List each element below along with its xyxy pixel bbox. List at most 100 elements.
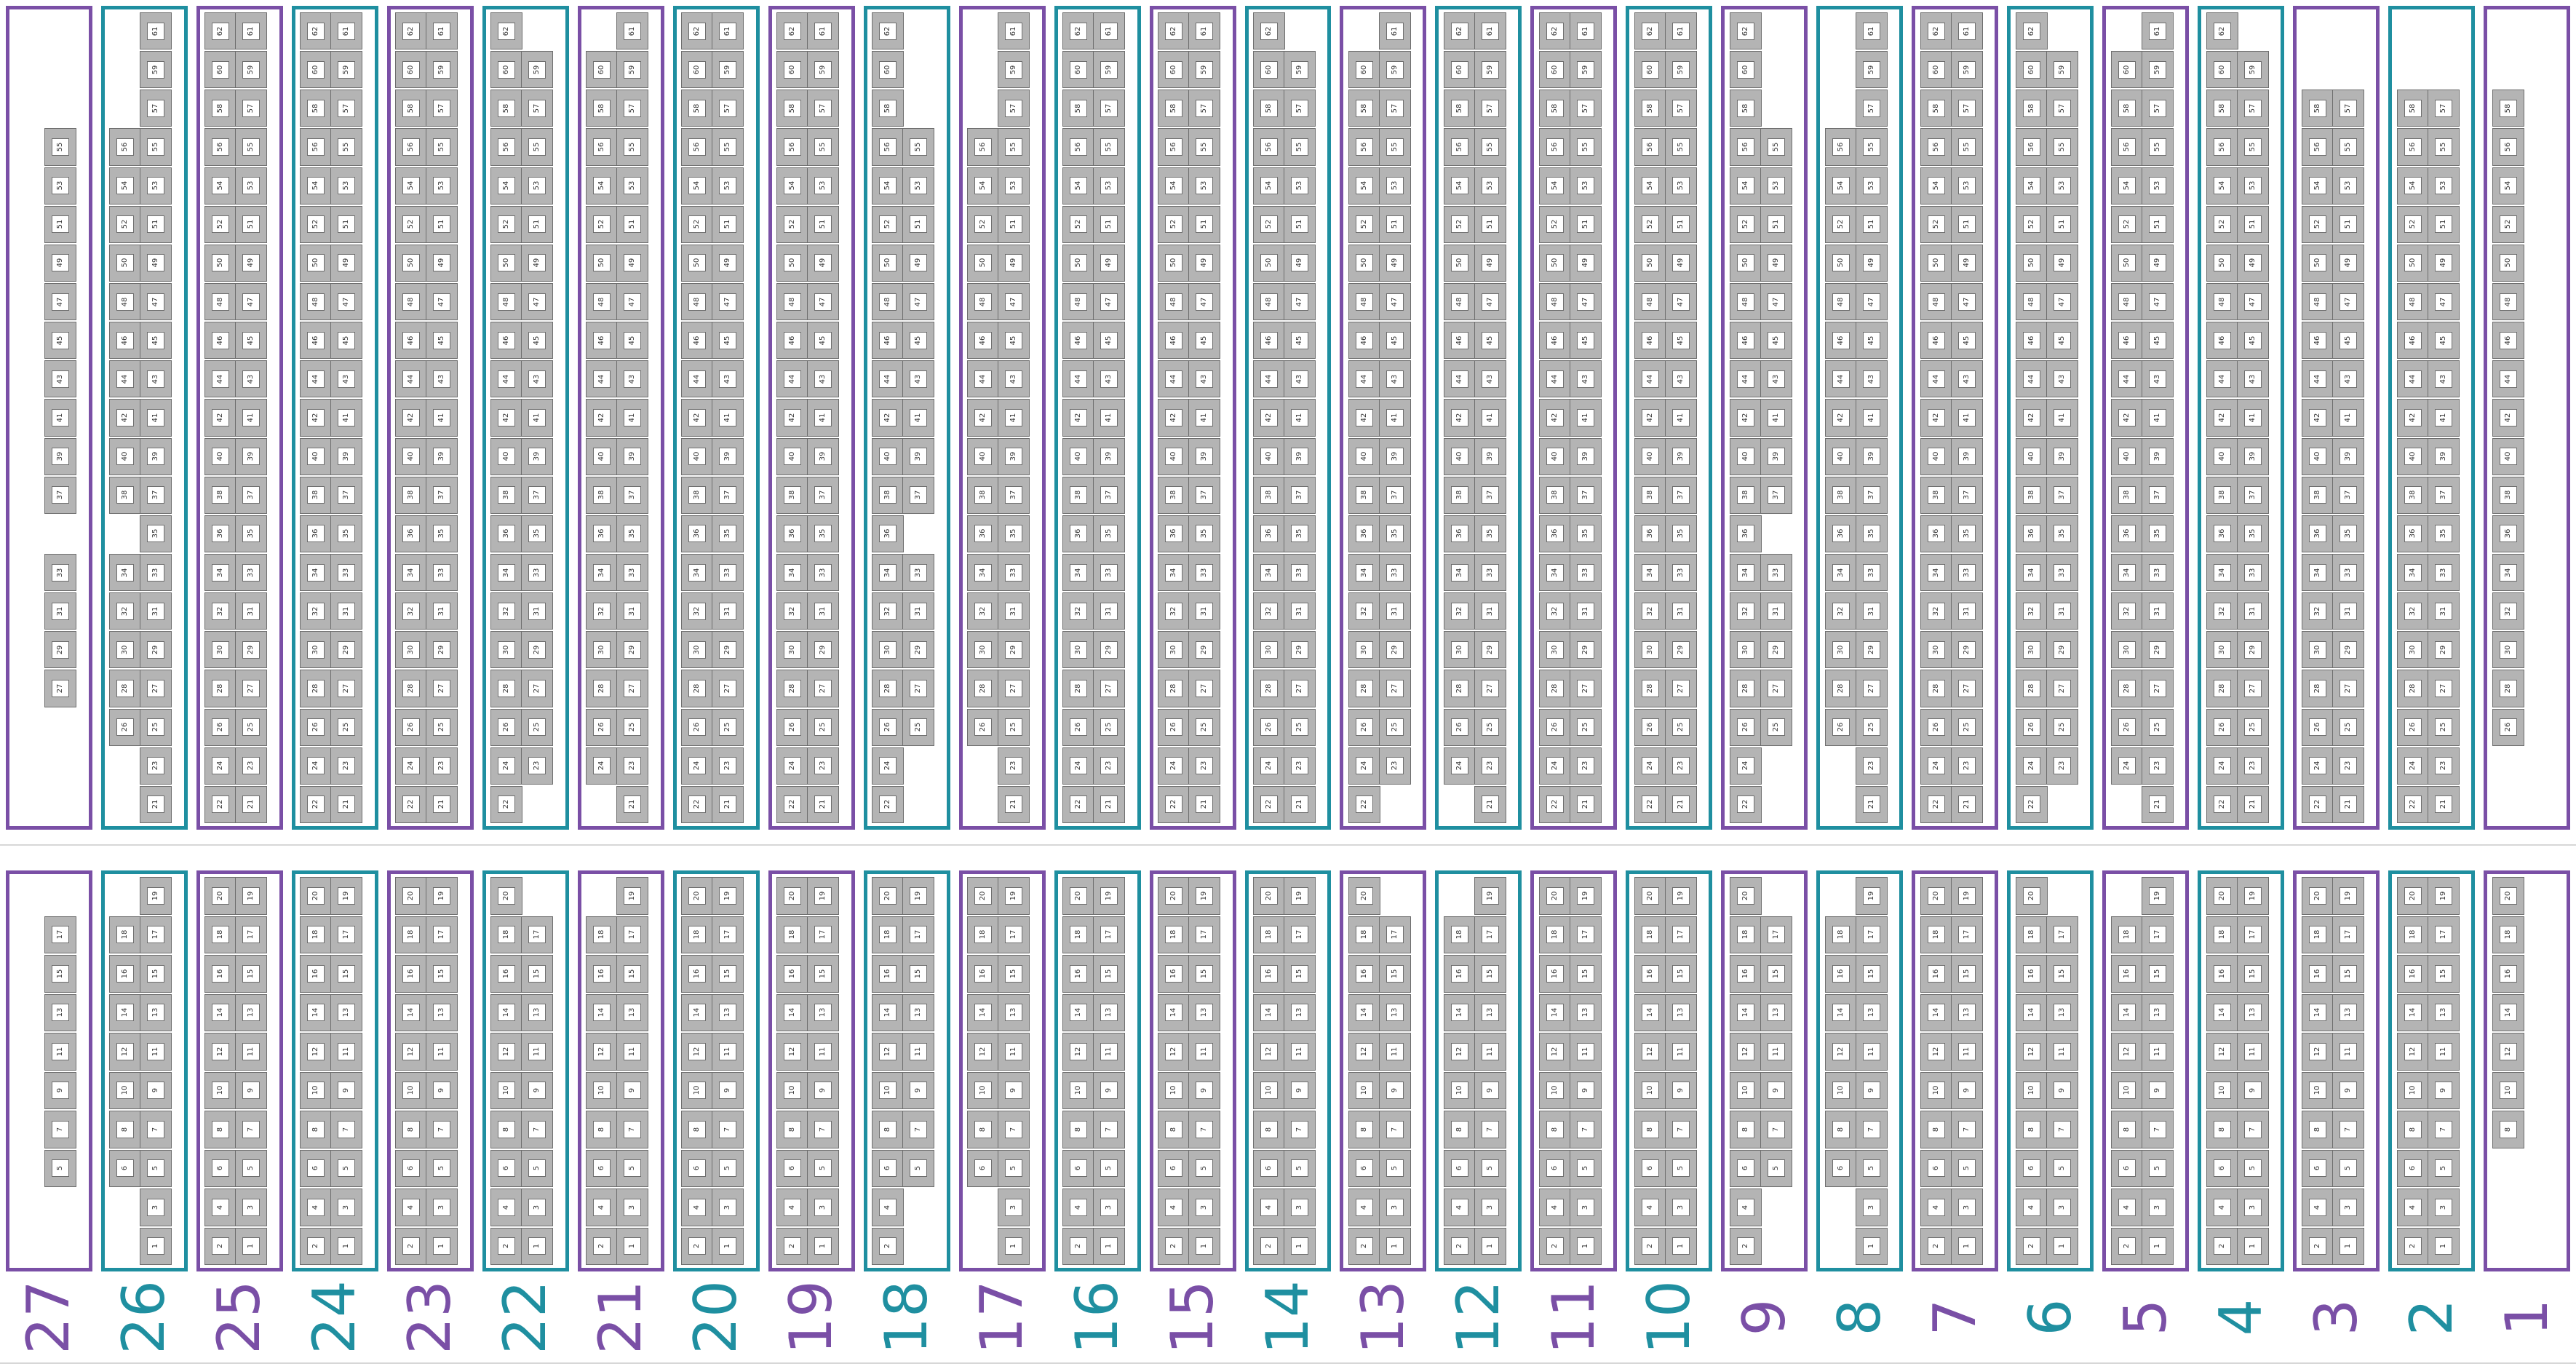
pin: 32 [1158, 592, 1190, 630]
pin: 36 [395, 515, 428, 552]
pin: 33 [998, 554, 1030, 592]
connector-number-label: 26 [110, 1280, 178, 1354]
pin: 15 [1569, 955, 1602, 993]
pin: 51 [140, 205, 172, 243]
pin: 7 [1855, 1111, 1888, 1148]
pin: 48 [1824, 283, 1857, 321]
pin: 49 [1569, 244, 1602, 282]
pin-label: 10 [593, 1082, 611, 1100]
pin-label: 21 [719, 795, 737, 814]
pin-label: 25 [910, 718, 928, 737]
pin-label: 10 [2499, 1082, 2517, 1100]
pin-label: 41 [528, 408, 546, 426]
pin-label: 30 [1070, 640, 1088, 659]
pin-label: 36 [2404, 525, 2422, 543]
pin: 31 [1664, 592, 1697, 630]
pin-label: 15 [528, 964, 546, 983]
pin: 51 [2046, 205, 2078, 243]
pin-label: 32 [116, 602, 135, 620]
connector-16-top-frame [1054, 6, 1141, 830]
pin: 49 [2236, 244, 2269, 282]
pin: 44 [490, 360, 523, 398]
pin: 28 [2396, 670, 2429, 707]
connector-number-label: 2 [2397, 1298, 2465, 1336]
pin: 5 [140, 1149, 172, 1187]
pin-label: 9 [1576, 1082, 1594, 1100]
pin-label: 33 [2148, 563, 2166, 582]
pin: 50 [1348, 244, 1380, 282]
pin: 57 [1378, 90, 1411, 127]
pin-label: 17 [338, 926, 356, 944]
pin: 42 [1062, 399, 1095, 437]
pin-label: 2 [1165, 1237, 1183, 1255]
pin-label: 50 [402, 254, 421, 272]
pin-label: 62 [1260, 22, 1278, 40]
pin: 35 [2427, 515, 2460, 552]
pin: 30 [300, 631, 333, 669]
pin-label: 51 [2434, 215, 2452, 234]
pin: 53 [235, 167, 268, 205]
pin-label: 46 [1165, 331, 1183, 349]
pin-label: 43 [1291, 370, 1308, 388]
pin-label: 32 [1165, 602, 1183, 620]
pin-label: 16 [1832, 964, 1850, 983]
pin: 54 [1634, 167, 1666, 205]
pin-label: 4 [2308, 1198, 2326, 1216]
pin: 6 [1158, 1149, 1190, 1187]
pin: 12 [1158, 1033, 1190, 1071]
pin-label: 20 [212, 886, 230, 905]
pin: 27 [1284, 670, 1316, 707]
pin: 57 [1093, 90, 1126, 127]
pin: 9 [1569, 1071, 1602, 1109]
pin: 24 [1538, 747, 1571, 785]
pin: 50 [490, 244, 523, 282]
pin: 56 [681, 128, 714, 166]
pin-label: 57 [1576, 99, 1594, 117]
pin: 41 [426, 399, 458, 437]
pin-label: 2 [1641, 1237, 1659, 1255]
pin: 33 [902, 554, 935, 592]
pin: 3 [807, 1189, 840, 1226]
pin-label: 37 [1481, 486, 1499, 504]
pin-label: 29 [1862, 640, 1880, 659]
pin: 49 [1378, 244, 1411, 282]
pin: 54 [1158, 167, 1190, 205]
pin-label: 14 [1355, 1004, 1373, 1022]
pin-label: 55 [910, 138, 928, 156]
pin-label: 37 [1005, 486, 1023, 504]
pin-label: 56 [402, 138, 421, 156]
pin: 48 [1062, 283, 1095, 321]
pin-label: 35 [1862, 525, 1880, 543]
pin-label: 55 [2339, 138, 2357, 156]
pin: 37 [2236, 476, 2269, 514]
pin-label: 58 [1355, 99, 1373, 117]
pin-label: 15 [338, 964, 356, 983]
pin-label: 3 [1100, 1198, 1118, 1216]
pin-label: 26 [1260, 718, 1278, 737]
pin-label: 47 [2434, 293, 2452, 311]
pin-label: 20 [1260, 886, 1278, 905]
pin: 10 [1538, 1071, 1571, 1109]
pin: 14 [109, 993, 142, 1031]
pin-label: 7 [814, 1120, 832, 1138]
pin-label: 40 [2499, 448, 2517, 466]
pin-label: 62 [212, 22, 230, 40]
pin-label: 20 [2404, 886, 2422, 905]
pin: 8 [681, 1111, 714, 1148]
connector-20-top-frame [672, 6, 760, 830]
pin-label: 39 [433, 448, 451, 466]
pin-label: 10 [784, 1082, 802, 1100]
pin: 10 [1158, 1071, 1190, 1109]
pin: 44 [1062, 360, 1095, 398]
pin: 49 [902, 244, 935, 282]
pin-label: 7 [433, 1120, 451, 1138]
pin-label: 14 [2118, 1004, 2136, 1022]
pin-label: 12 [1355, 1042, 1373, 1060]
pin-label: 58 [2022, 99, 2040, 117]
pin-label: 37 [338, 486, 356, 504]
pin: 13 [44, 993, 77, 1031]
pin-label: 46 [1927, 331, 1945, 349]
pin-label: 38 [879, 486, 897, 504]
pin: 17 [1093, 916, 1126, 953]
pin-label: 38 [402, 486, 421, 504]
